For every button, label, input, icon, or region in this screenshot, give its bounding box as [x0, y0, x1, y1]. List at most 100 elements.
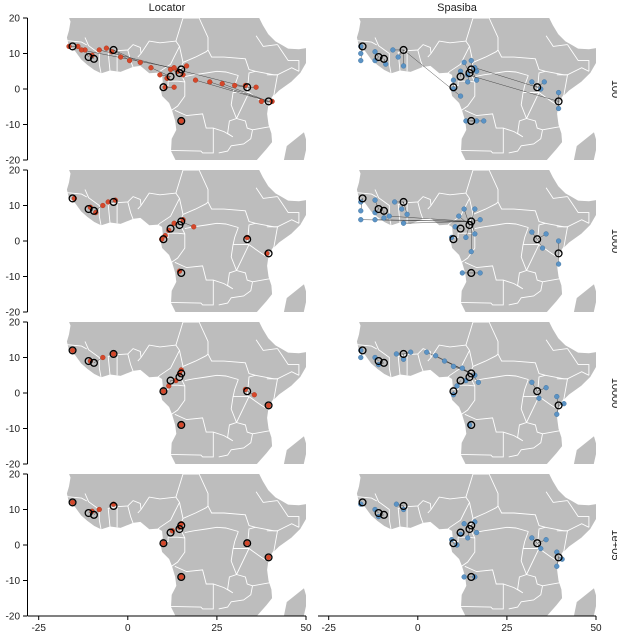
country-border — [374, 37, 392, 74]
country-border — [526, 396, 540, 423]
prediction-point — [481, 118, 487, 124]
country-border — [545, 187, 568, 199]
country-border — [542, 277, 563, 283]
true-location-point — [467, 268, 476, 278]
country-border — [542, 125, 563, 131]
panel-locator-1e+05 — [66, 474, 306, 616]
prediction-point — [477, 217, 483, 223]
country-border — [545, 35, 568, 47]
country-border — [168, 536, 185, 539]
true-location-point — [68, 346, 77, 355]
country-border — [508, 118, 544, 154]
country-border — [567, 44, 590, 72]
prediction-point — [555, 261, 562, 267]
country-border — [168, 384, 185, 387]
x-tick-label: 25 — [211, 623, 223, 634]
true-location-point — [159, 83, 168, 92]
country-border — [277, 348, 300, 376]
country-border — [460, 128, 504, 154]
prediction-point — [400, 63, 407, 69]
country-border — [174, 379, 239, 442]
country-border — [266, 67, 300, 76]
country-border — [452, 81, 459, 86]
prediction-point — [461, 206, 467, 212]
prediction-point — [358, 208, 364, 214]
prediction-point — [400, 220, 407, 226]
country-border — [232, 244, 269, 259]
country-border — [232, 396, 269, 411]
prediction-point — [456, 213, 462, 219]
true-location-point — [243, 235, 252, 244]
country-border — [266, 371, 300, 380]
country-border — [175, 474, 256, 528]
prediction-point — [372, 197, 378, 203]
true-location-point — [243, 83, 252, 92]
island-madagascar — [573, 282, 596, 312]
country-border — [84, 189, 102, 226]
country-border — [175, 170, 256, 224]
panel-locator-100 — [66, 18, 306, 160]
y-tick-label: -10 — [6, 120, 21, 131]
true-location-point — [68, 194, 77, 203]
column-title-spasiba: Spasiba — [437, 2, 478, 14]
country-border — [465, 170, 546, 224]
country-border — [277, 500, 300, 528]
prediction-point — [126, 57, 133, 64]
prediction-point — [96, 506, 102, 513]
country-border — [252, 581, 273, 587]
country-border — [255, 491, 278, 503]
country-border — [67, 192, 88, 198]
true-location-point — [374, 205, 383, 214]
true-location-point — [358, 346, 367, 355]
prediction-point — [358, 57, 364, 64]
country-border — [472, 505, 499, 519]
country-border — [357, 192, 378, 198]
prediction-point — [555, 238, 562, 244]
country-border — [127, 353, 134, 372]
prediction-point — [555, 105, 562, 112]
prediction-point — [265, 402, 272, 409]
country-border — [174, 75, 239, 138]
country-border — [107, 500, 142, 527]
country-border — [474, 526, 529, 534]
country-border — [556, 523, 590, 532]
true-location-point — [243, 539, 252, 548]
true-location-point — [399, 45, 408, 54]
prediction-point — [529, 229, 535, 235]
prediction-point — [554, 393, 560, 400]
country-border — [232, 548, 269, 563]
country-border — [255, 187, 278, 199]
country-border — [170, 128, 214, 154]
prediction-point — [450, 77, 457, 83]
x-tick-label: 0 — [415, 623, 421, 634]
y-tick-label: 20 — [9, 318, 21, 329]
country-border — [168, 80, 185, 83]
true-location-point — [399, 197, 408, 207]
country-border — [397, 196, 432, 223]
true-location-point — [109, 45, 118, 54]
prediction-point — [178, 118, 184, 124]
true-location-point — [177, 217, 186, 226]
y-tick-label: -20 — [6, 612, 21, 623]
country-border — [536, 222, 546, 245]
country-border — [545, 491, 568, 503]
true-location-point — [84, 52, 93, 62]
land-mass — [66, 170, 306, 312]
prediction-point — [171, 65, 177, 71]
row-strip-label: 10000 — [609, 378, 617, 409]
prediction-point — [372, 49, 378, 55]
true-location-point — [177, 369, 186, 378]
country-border — [522, 396, 559, 411]
error-line — [444, 360, 472, 374]
prediction-point — [474, 77, 480, 83]
true-location-point — [84, 205, 93, 214]
prediction-point — [78, 47, 85, 53]
true-location-point — [84, 356, 93, 366]
x-tick-label: -25 — [31, 623, 46, 634]
country-border — [452, 233, 459, 238]
prediction-point — [454, 383, 460, 389]
country-border — [464, 379, 529, 442]
true-location-point — [159, 235, 168, 244]
error-line — [195, 79, 269, 102]
country-border — [472, 201, 499, 215]
